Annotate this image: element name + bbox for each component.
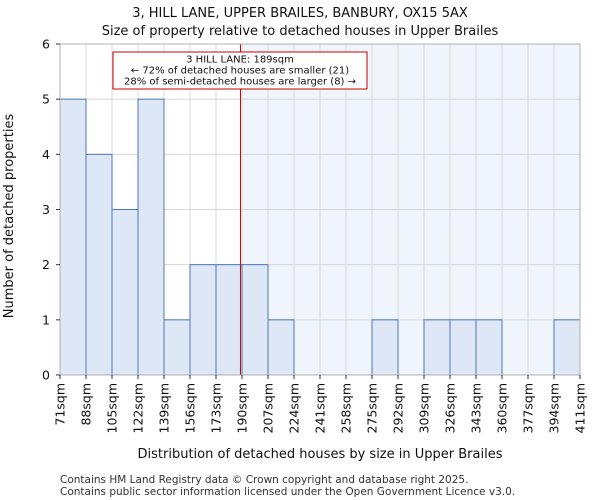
x-tick-label: 173sqm xyxy=(209,383,224,433)
x-tick-label: 224sqm xyxy=(287,383,302,433)
y-tick-label: 2 xyxy=(42,257,50,272)
bar-190sqm xyxy=(241,264,269,376)
bar-394sqm xyxy=(553,319,581,376)
footer-line-1: Contains HM Land Registry data © Crown c… xyxy=(60,474,468,486)
x-tick-label: 275sqm xyxy=(365,383,380,433)
x-tick-label: 122sqm xyxy=(131,383,146,433)
x-tick-label: 326sqm xyxy=(443,383,458,433)
bars xyxy=(59,98,581,376)
y-tick-label: 1 xyxy=(42,312,50,327)
x-tick-label: 241sqm xyxy=(313,383,328,433)
x-ticks: 71sqm 88sqm 105sqm 122sqm 139sqm 156sqm 173sqm… xyxy=(53,375,588,433)
y-tick-label: 3 xyxy=(42,202,50,217)
bar-122sqm xyxy=(137,98,165,376)
x-axis-label: Distribution of detached houses by size … xyxy=(138,447,503,462)
x-tick-label: 207sqm xyxy=(261,383,276,433)
x-tick-label: 309sqm xyxy=(417,383,432,433)
bar-173sqm xyxy=(215,264,243,376)
bar-88sqm xyxy=(85,153,113,376)
x-tick-label: 71sqm xyxy=(53,383,68,426)
y-tick-label: 5 xyxy=(42,92,50,107)
annotation-line-2: ← 72% of detached houses are smaller (21… xyxy=(131,66,349,77)
x-tick-label: 258sqm xyxy=(339,383,354,433)
bar-71sqm xyxy=(59,98,87,376)
x-tick-label: 377sqm xyxy=(521,383,536,433)
footer-line-2: Contains public sector information licen… xyxy=(60,486,515,498)
chart-title: 3, HILL LANE, UPPER BRAILES, BANBURY, OX… xyxy=(132,6,468,21)
bar-139sqm xyxy=(163,319,191,376)
x-tick-label: 343sqm xyxy=(469,383,484,433)
y-axis-label: Number of detached properties xyxy=(2,114,17,319)
annotation-box xyxy=(112,51,368,90)
y-tick-label: 0 xyxy=(42,368,50,383)
x-tick-label: 292sqm xyxy=(391,383,406,433)
annotation-line-1: 3 HILL LANE: 189sqm xyxy=(186,55,294,66)
x-tick-label: 394sqm xyxy=(547,383,562,433)
x-tick-label: 190sqm xyxy=(235,383,250,433)
bar-343sqm xyxy=(475,319,503,376)
bar-275sqm xyxy=(371,319,399,376)
y-tick-label: 4 xyxy=(42,147,50,162)
bar-105sqm xyxy=(111,209,139,376)
y-ticks: 0 1 2 3 4 5 6 xyxy=(42,37,60,383)
bar-207sqm xyxy=(267,319,295,376)
bar-156sqm xyxy=(189,264,217,376)
x-tick-label: 360sqm xyxy=(495,383,510,433)
x-tick-label: 88sqm xyxy=(79,383,94,426)
bar-326sqm xyxy=(449,319,477,376)
annotation-line-3: 28% of semi-detached houses are larger (… xyxy=(124,77,356,88)
x-tick-label: 156sqm xyxy=(183,383,198,433)
chart-subtitle: Size of property relative to detached ho… xyxy=(102,24,499,39)
x-tick-label: 105sqm xyxy=(105,383,120,433)
y-tick-label: 6 xyxy=(42,37,50,52)
x-tick-label: 139sqm xyxy=(157,383,172,433)
x-tick-label: 411sqm xyxy=(573,383,588,433)
bar-309sqm xyxy=(423,319,451,376)
